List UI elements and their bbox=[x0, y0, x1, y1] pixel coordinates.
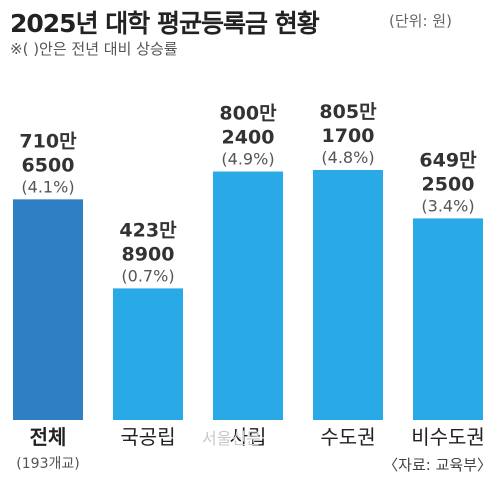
change-label-3: (4.8%) bbox=[321, 148, 374, 167]
value-label-main-3: 805만 bbox=[319, 101, 377, 123]
chart-title: 2025년 대학 평균등록금 현황 bbox=[10, 9, 320, 38]
value-label-sub-4: 2500 bbox=[422, 173, 475, 195]
category-label-0: 전체 bbox=[30, 425, 67, 449]
value-label-sub-2: 2400 bbox=[222, 127, 275, 149]
unit-label: (단위: 원) bbox=[389, 12, 452, 30]
value-label-main-1: 423만 bbox=[119, 219, 177, 241]
change-label-0: (4.1%) bbox=[21, 177, 74, 196]
category-sublabel-0: (193개교) bbox=[16, 456, 79, 472]
value-label-main-2: 800만 bbox=[219, 103, 277, 125]
value-label-sub-1: 8900 bbox=[122, 243, 175, 265]
bar-1 bbox=[113, 288, 183, 420]
category-label-1: 국공립 bbox=[120, 425, 175, 449]
bar-2 bbox=[213, 171, 283, 420]
change-label-1: (0.7%) bbox=[121, 266, 174, 285]
category-label-4: 비수도권 bbox=[411, 425, 485, 449]
source-label: 〈자료: 교육부〉 bbox=[383, 456, 492, 474]
value-label-main-4: 649만 bbox=[419, 149, 477, 171]
value-label-sub-0: 6500 bbox=[22, 154, 75, 176]
bar-3 bbox=[313, 170, 383, 420]
value-label-sub-3: 1700 bbox=[322, 125, 375, 147]
change-label-4: (3.4%) bbox=[421, 196, 474, 215]
category-label-2: 사립 bbox=[230, 425, 267, 449]
bar-4 bbox=[413, 218, 483, 420]
bar-0 bbox=[13, 199, 83, 420]
watermark: 서울신문 bbox=[202, 429, 261, 448]
category-label-3: 수도권 bbox=[320, 425, 375, 449]
note-label: ※( )안은 전년 대비 상승률 bbox=[10, 40, 178, 58]
change-label-2: (4.9%) bbox=[221, 150, 274, 169]
value-label-main-0: 710만 bbox=[19, 130, 77, 152]
